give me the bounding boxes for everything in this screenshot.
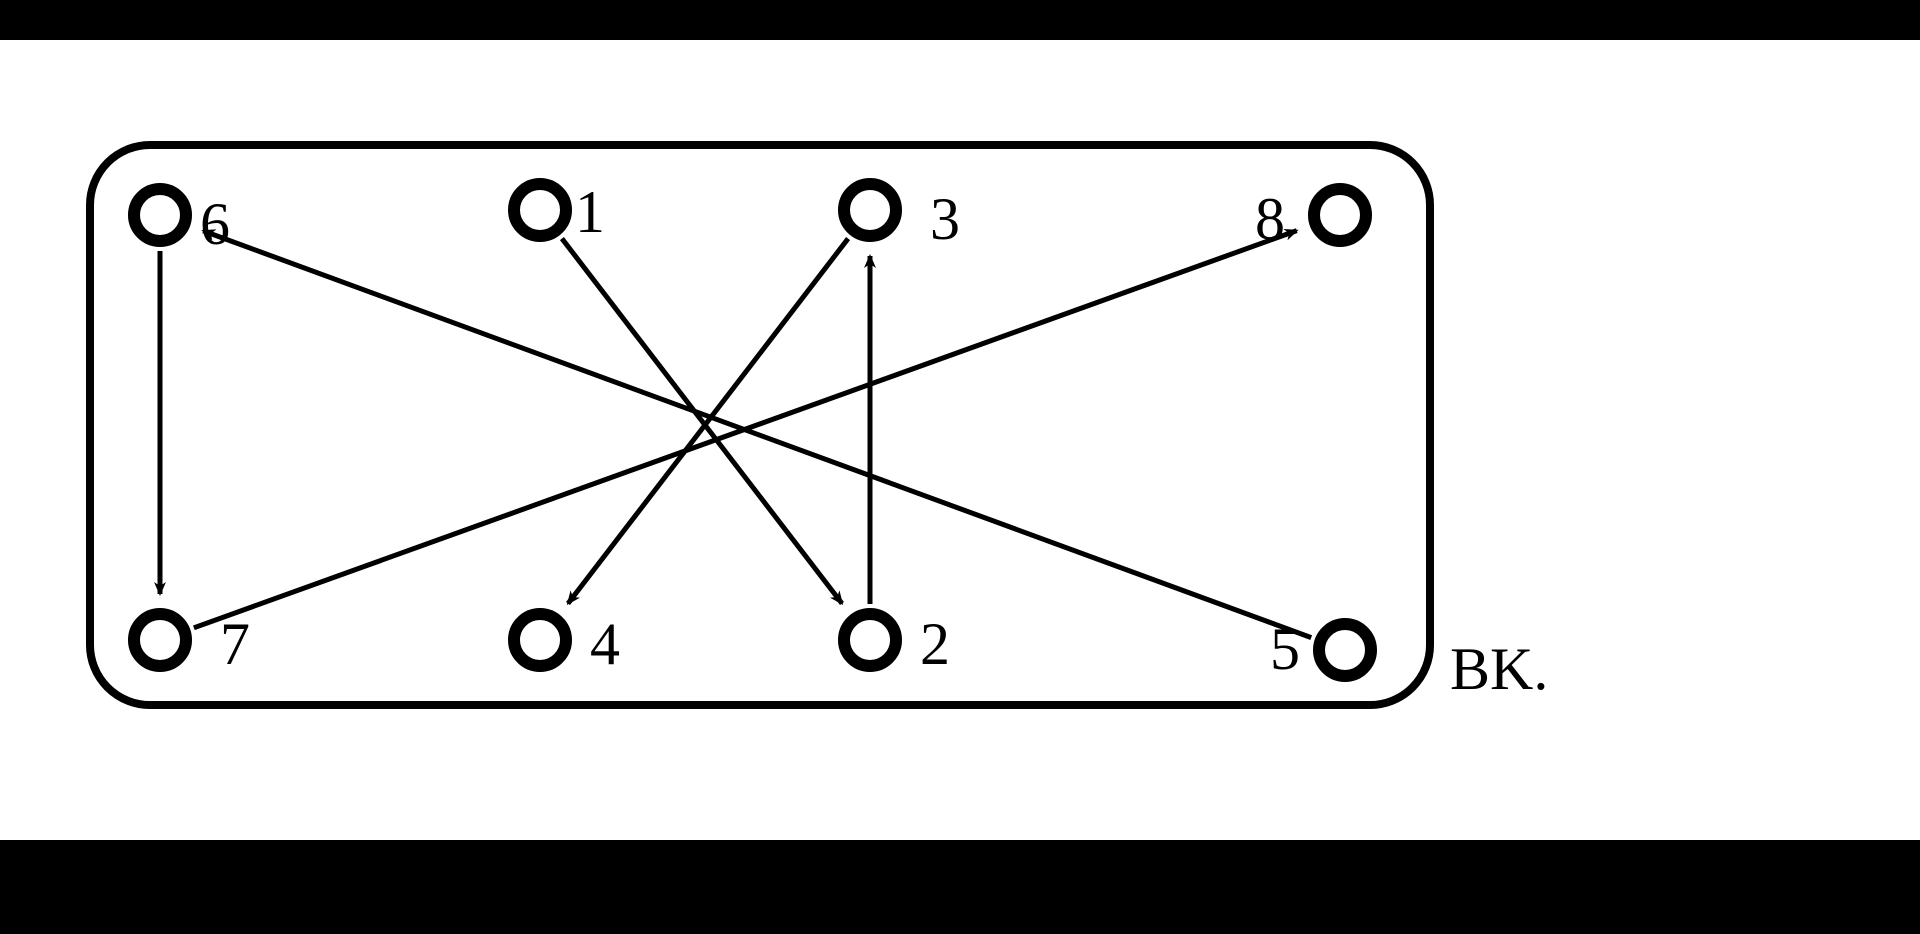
diagram-svg <box>0 0 1920 934</box>
node-label-8: 8 <box>1255 185 1285 254</box>
node-label-4: 4 <box>590 610 620 679</box>
node-label-2: 2 <box>920 610 950 679</box>
node-6 <box>134 189 186 241</box>
node-1 <box>514 184 566 236</box>
node-7 <box>134 614 186 666</box>
node-2 <box>844 614 896 666</box>
node-label-3: 3 <box>930 185 960 254</box>
node-8 <box>1314 189 1366 241</box>
node-5 <box>1319 624 1371 676</box>
node-label-1: 1 <box>575 178 605 247</box>
corner-label: BK. <box>1450 635 1548 704</box>
node-4 <box>514 614 566 666</box>
node-label-5: 5 <box>1270 615 1300 684</box>
edge-5-6 <box>203 231 1311 638</box>
edge-3-4 <box>568 239 848 604</box>
canvas: BK. 6 1 3 8 7 4 2 5 <box>0 0 1920 934</box>
edge-1-2 <box>562 239 842 604</box>
node-label-6: 6 <box>200 190 230 259</box>
node-3 <box>844 184 896 236</box>
node-label-7: 7 <box>220 610 250 679</box>
